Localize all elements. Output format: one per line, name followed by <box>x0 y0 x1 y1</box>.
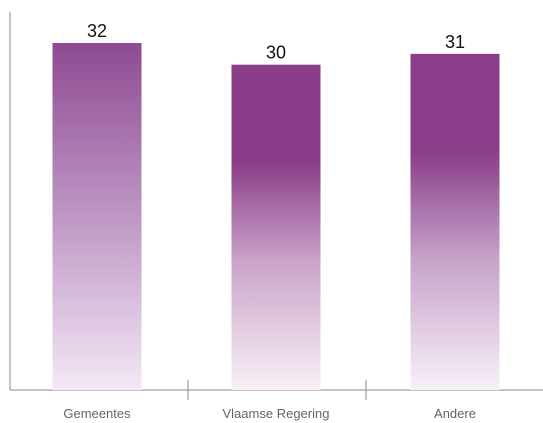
data-label: 31 <box>445 32 465 52</box>
x-tick-label: Gemeentes <box>63 406 131 421</box>
x-tick-label: Andere <box>434 406 476 421</box>
bar-andere <box>410 53 500 390</box>
bar-gemeentes <box>52 43 142 390</box>
bar-vlaamse-regering <box>231 64 321 390</box>
data-label: 32 <box>87 21 107 41</box>
x-tick-label: Vlaamse Regering <box>223 406 330 421</box>
data-label: 30 <box>266 43 286 63</box>
